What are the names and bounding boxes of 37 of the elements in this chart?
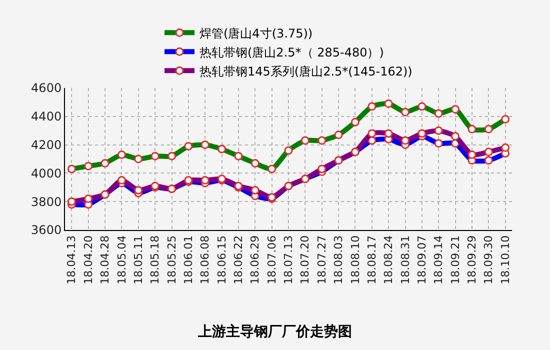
x-tick-label: 18.04.28 [98,235,112,284]
x-tick-label: 18.09.21 [448,235,462,284]
x-tick-label: 18.06.22 [232,235,246,284]
legend-label: 热轧带钢(唐山2.5*（ 285-480）) [200,45,384,60]
x-tick-label: 18.05.11 [132,235,145,284]
x-tick-label: 18.06.15 [215,235,228,284]
x-tick-label: 18.05.18 [148,235,162,284]
legend-label: 热轧带钢145系列(唐山2.5*(145-162)) [200,64,412,78]
y-tick-label: 4200 [31,138,62,152]
y-tick-label: 4400 [31,110,62,124]
x-tick-label: 18.06.01 [182,235,196,284]
x-tick-label: 18.09.14 [432,235,446,284]
y-tick-label: 3600 [31,223,62,238]
x-tick-label: 18.04.13 [65,235,78,284]
x-tick-label: 18.05.04 [115,235,128,284]
x-tick-label: 18.09.07 [416,235,429,284]
x-tick-label: 18.07.20 [298,235,312,284]
x-tick-label: 18.07.13 [282,235,296,284]
x-tick-label: 18.06.29 [248,235,262,284]
x-tick-label: 18.07.06 [265,235,278,284]
x-tick-label: 18.05.25 [165,235,178,284]
x-tick-label: 18.07.27 [315,235,328,284]
x-tick-label: 18.09.30 [482,235,496,284]
x-tick-label: 18.08.24 [382,235,396,284]
x-tick-label: 18.08.17 [365,235,378,284]
y-tick-label: 3800 [31,194,62,209]
y-tick-label: 4000 [31,166,62,180]
x-tick-label: 18.08.03 [332,235,346,284]
legend-label: 焊管(唐山4寸(3.75)) [200,26,313,40]
x-tick-label: 18.04.20 [82,235,95,284]
x-tick-label: 18.08.31 [398,235,412,284]
text: 上游主导钢厂厂价走势图 [197,323,352,340]
x-tick-label: 18.10.10 [498,235,512,284]
x-tick-label: 18.08.10 [348,235,362,284]
x-tick-label: 18.06.08 [198,235,212,284]
y-tick-label: 4600 [31,81,62,96]
x-tick-label: 18.09.29 [466,235,479,284]
